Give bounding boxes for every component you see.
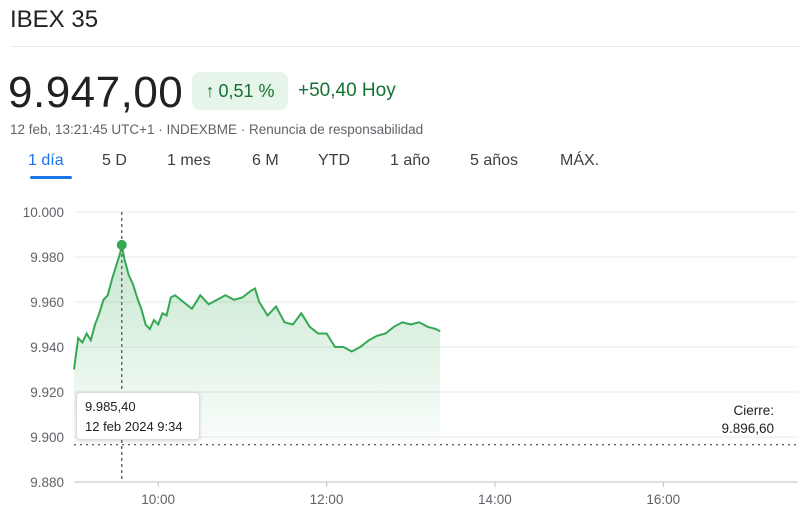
- quote-meta: 12 feb, 13:21:45 UTC+1 · INDEXBME · Renu…: [10, 122, 424, 137]
- tab-max[interactable]: MÁX.: [560, 152, 600, 169]
- header-divider: [10, 46, 800, 47]
- previous-close-label: Cierre:: [733, 403, 774, 418]
- x-tick-label: 12:00: [310, 492, 344, 507]
- change-percent-badge: ↑ 0,51 %: [192, 72, 288, 110]
- tab-5-days[interactable]: 5 D: [102, 152, 127, 169]
- tab-1-month[interactable]: 1 mes: [167, 152, 211, 169]
- y-tick-label: 9.940: [30, 340, 64, 355]
- x-tick-label: 16:00: [646, 492, 680, 507]
- change-percent-value: 0,51 %: [218, 80, 275, 101]
- y-tick-label: 9.980: [30, 250, 64, 265]
- page-title: IBEX 35: [10, 6, 99, 33]
- active-tab-indicator: [30, 176, 72, 179]
- x-axis-labels: 10:00 12:00 14:00 16:00: [141, 482, 680, 507]
- hover-point: [116, 239, 127, 250]
- x-tick-label: 10:00: [141, 492, 175, 507]
- previous-close-value: 9.896,60: [721, 421, 774, 436]
- tooltip-date: 12 feb 2024 9:34: [85, 419, 183, 434]
- y-tick-label: 9.920: [30, 385, 64, 400]
- tab-1-year[interactable]: 1 año: [390, 152, 431, 169]
- y-axis-labels: 10.000 9.980 9.960 9.940 9.920 9.900 9.880: [23, 205, 64, 490]
- tab-6-months[interactable]: 6 M: [252, 152, 279, 169]
- hover-tooltip: 9.985,40 12 feb 2024 9:34: [76, 392, 200, 440]
- arrow-up-icon: ↑: [205, 80, 215, 101]
- y-tick-label: 9.960: [30, 295, 64, 310]
- tab-5-years[interactable]: 5 años: [470, 152, 519, 169]
- current-price: 9.947,00: [8, 68, 184, 117]
- tooltip-value: 9.985,40: [85, 399, 136, 414]
- y-tick-label: 9.880: [30, 475, 64, 490]
- y-tick-label: 10.000: [23, 205, 64, 220]
- tab-ytd[interactable]: YTD: [318, 152, 350, 169]
- tab-1-day[interactable]: 1 día: [28, 152, 64, 169]
- price-line: [73, 244, 441, 370]
- change-absolute: +50,40 Hoy: [298, 80, 396, 101]
- y-tick-label: 9.900: [30, 430, 64, 445]
- x-tick-label: 14:00: [478, 492, 512, 507]
- price-chart[interactable]: 10.000 9.980 9.960 9.940 9.920 9.900 9.880 10:…: [0, 190, 800, 520]
